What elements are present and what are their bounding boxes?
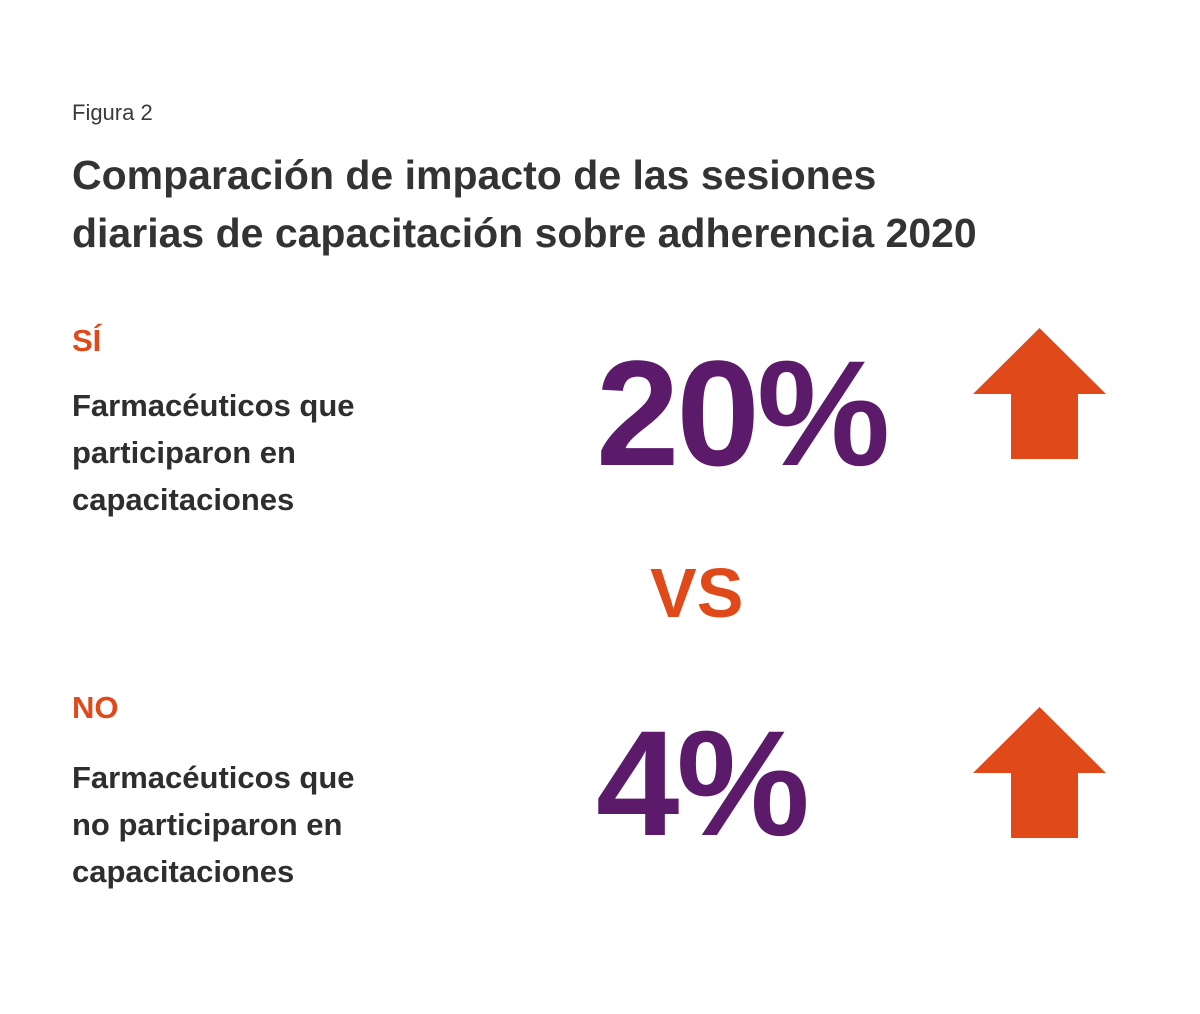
percentage-value-yes: 20% — [596, 329, 890, 497]
description-line: capacitaciones — [72, 482, 295, 517]
arrow-up-icon — [973, 707, 1106, 838]
title-line: diarias de capacitación sobre adherencia… — [72, 210, 977, 256]
description-line: capacitaciones — [72, 854, 295, 889]
description-line: participaron en — [72, 435, 296, 470]
group-label-no: NO — [72, 690, 119, 725]
title-line: Comparación de impacto de las sesiones — [72, 152, 877, 198]
chart-title: Comparación de impacto de las sesiones d… — [72, 146, 1172, 262]
arrow-up-shape — [973, 328, 1106, 459]
arrow-up-shape — [973, 707, 1106, 838]
description-line: Farmacéuticos que — [72, 760, 355, 795]
arrow-up-icon — [973, 328, 1106, 459]
vs-separator: VS — [650, 554, 744, 632]
group-label-yes: SÍ — [72, 323, 102, 358]
description-line: no participaron en — [72, 807, 343, 842]
percentage-value-no: 4% — [596, 699, 810, 867]
group-description-yes: Farmacéuticos que participaron en capaci… — [72, 382, 355, 523]
figure-label: Figura 2 — [72, 100, 153, 125]
description-line: Farmacéuticos que — [72, 388, 355, 423]
group-description-no: Farmacéuticos que no participaron en cap… — [72, 754, 355, 895]
